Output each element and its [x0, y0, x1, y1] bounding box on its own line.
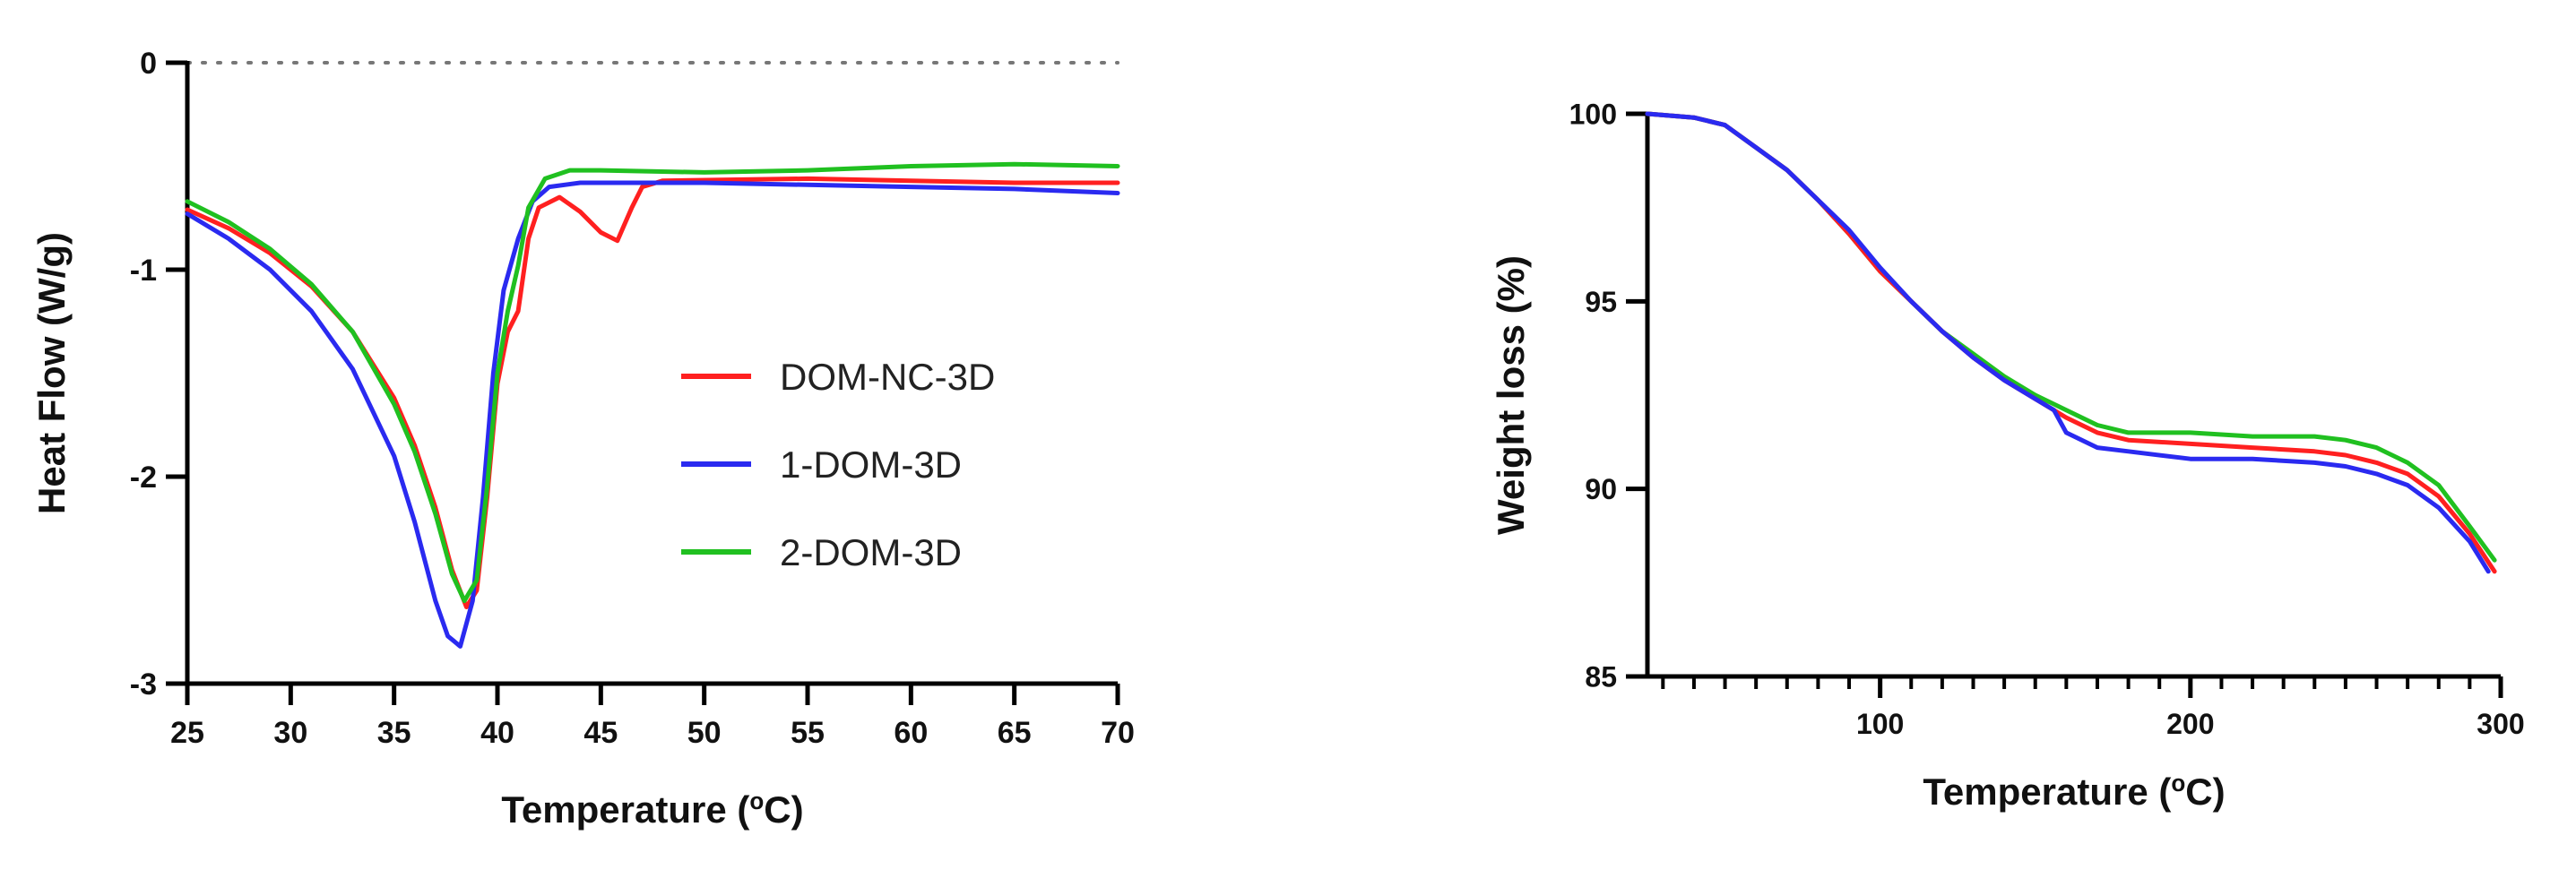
legend-label: DOM-NC-3D — [780, 356, 995, 398]
x-tick-label: 40 — [480, 716, 514, 750]
legend-label: 1-DOM-3D — [780, 444, 962, 486]
x-tick-label: 65 — [998, 716, 1032, 750]
x-tick-label: 70 — [1101, 716, 1135, 750]
x-tick-label: 25 — [170, 716, 204, 750]
x-tick-label: 60 — [894, 716, 928, 750]
y-axis-title: Heat Flow (W/g) — [30, 232, 73, 514]
x-tick-label: 300 — [2477, 708, 2524, 740]
x-tick-label: 55 — [791, 716, 825, 750]
y-tick-label: -2 — [130, 461, 157, 495]
y-tick-label: 90 — [1585, 473, 1617, 505]
y-tick-label: 0 — [140, 47, 157, 81]
y-tick-label: -3 — [130, 667, 157, 702]
y-axis-title: Weight loss (%) — [1490, 255, 1532, 535]
x-axis-title: Temperature (oC) — [501, 788, 803, 831]
series-line-2-dom-3d — [185, 161, 1120, 604]
y-tick-label: -1 — [130, 254, 157, 288]
y-tick-label: 85 — [1585, 661, 1617, 693]
series-line-red — [1645, 111, 2497, 574]
series-line-blue — [1645, 111, 2491, 574]
x-tick-label: 100 — [1856, 708, 1904, 740]
x-tick-label: 200 — [2166, 708, 2214, 740]
x-tick-label: 35 — [377, 716, 411, 750]
x-tick-label: 50 — [687, 716, 722, 750]
y-tick-label: 95 — [1585, 286, 1617, 318]
x-tick-label: 45 — [583, 716, 618, 750]
x-axis-title: Temperature (oC) — [1923, 770, 2225, 813]
series-line-1-dom-3d — [185, 180, 1120, 649]
series-line-green — [1645, 111, 2497, 563]
y-tick-label: 100 — [1569, 99, 1617, 131]
legend-label: 2-DOM-3D — [780, 531, 962, 573]
dsc-chart: 25 30 35 40 45 50 55 60 65 70 0 -1 -2 -3 Temperature (… — [30, 47, 1135, 831]
tga-chart: 100 200 300 100 95 90 85 Temperature (oC) Weight… — [1490, 99, 2525, 813]
x-tick-label: 30 — [273, 716, 307, 750]
